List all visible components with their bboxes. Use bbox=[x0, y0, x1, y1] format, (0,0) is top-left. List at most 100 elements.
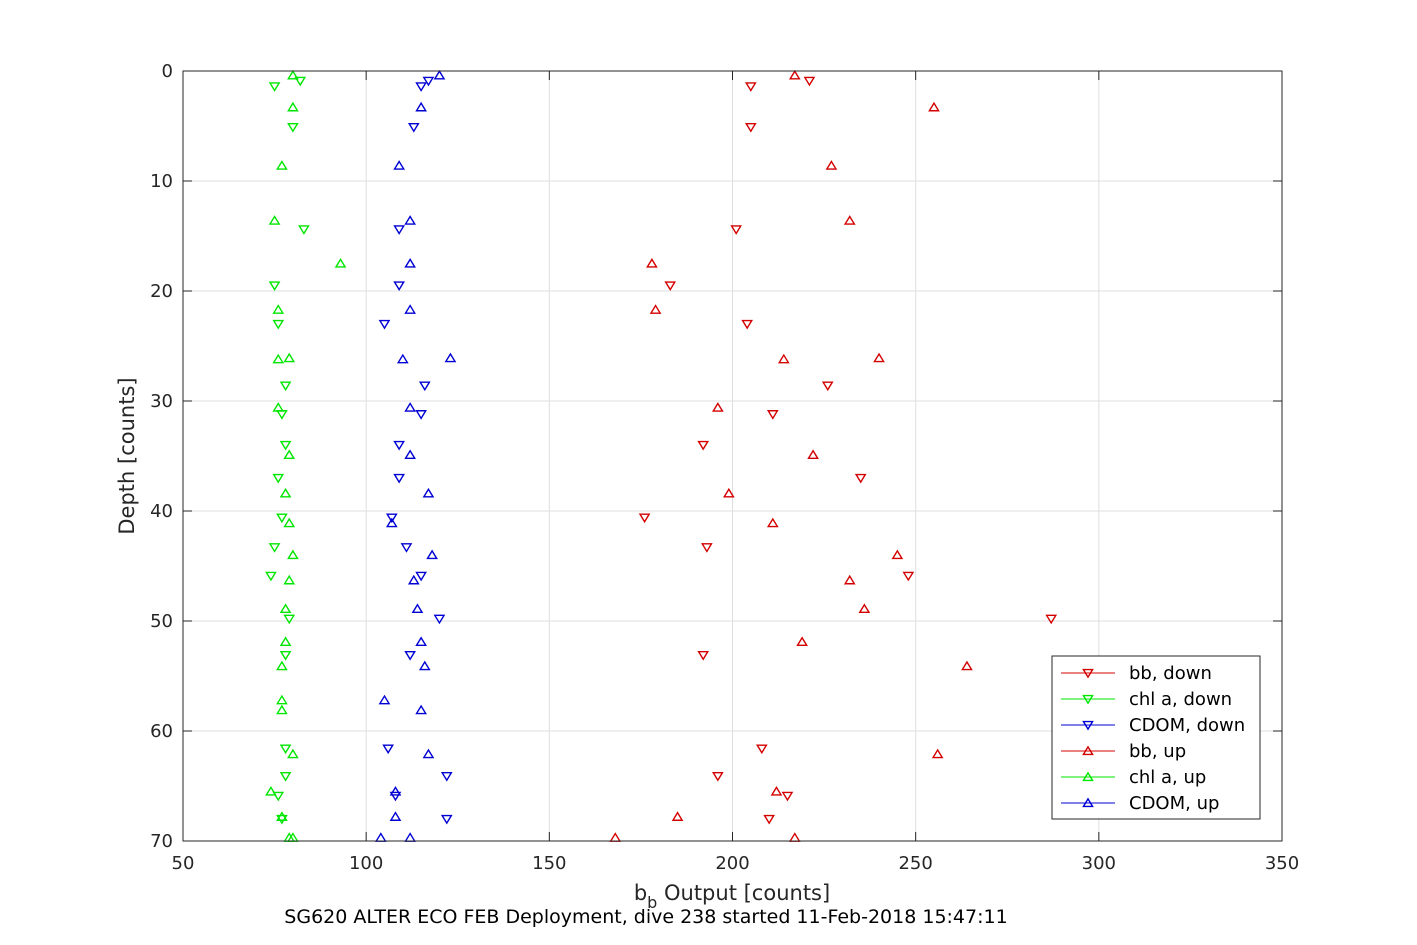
data-point-down bbox=[741, 319, 753, 330]
data-point-down bbox=[418, 381, 431, 392]
data-point-down bbox=[287, 122, 299, 133]
data-point-up bbox=[961, 660, 973, 671]
data-point-up bbox=[279, 487, 292, 498]
data-point-up bbox=[378, 694, 391, 705]
y-tick-label: 10 bbox=[150, 171, 173, 192]
data-point-down bbox=[272, 319, 285, 330]
data-point-down bbox=[378, 319, 391, 330]
data-point-down bbox=[393, 473, 405, 484]
data-point-up bbox=[712, 402, 724, 412]
data-point-down bbox=[744, 122, 757, 133]
legend: bb, down chl a, down CDOM, down bb, up chl a… bbox=[1051, 655, 1261, 820]
x-tick-label: 300 bbox=[1082, 853, 1116, 874]
data-point-up bbox=[404, 258, 416, 268]
data-point-down bbox=[272, 473, 285, 484]
data-point-up bbox=[276, 660, 288, 671]
data-point-down bbox=[298, 225, 310, 235]
data-point-down bbox=[265, 571, 277, 582]
data-point-down bbox=[385, 513, 398, 524]
x-axis-label: bb Output [counts] bbox=[634, 881, 830, 912]
legend-box bbox=[1051, 655, 1261, 820]
data-point-down bbox=[701, 543, 713, 553]
data-point-up bbox=[404, 449, 416, 460]
data-point-down bbox=[404, 650, 416, 661]
x-axis-label-subscript: b bbox=[647, 893, 657, 912]
data-point-down bbox=[268, 281, 281, 291]
data-point-down bbox=[283, 614, 296, 625]
y-tick-label: 60 bbox=[150, 721, 173, 742]
data-point-up bbox=[279, 603, 292, 614]
data-point-down bbox=[730, 225, 743, 235]
data-point-up bbox=[426, 549, 438, 560]
data-point-up bbox=[825, 160, 838, 170]
data-point-down bbox=[415, 82, 427, 92]
x-tick-label: 150 bbox=[532, 853, 566, 874]
x-tick-label: 50 bbox=[172, 853, 195, 874]
data-point-up bbox=[334, 258, 347, 268]
data-point-up bbox=[807, 449, 819, 460]
data-point-up bbox=[268, 215, 281, 225]
y-tick-label: 70 bbox=[150, 831, 173, 852]
data-point-up bbox=[722, 487, 735, 498]
data-point-up bbox=[444, 352, 457, 363]
data-point-down bbox=[272, 791, 285, 802]
chart-caption: SG620 ALTER ECO FEB Deployment, dive 238… bbox=[284, 906, 1007, 928]
data-point-up bbox=[766, 517, 779, 528]
data-point-up bbox=[283, 517, 296, 528]
data-point-down bbox=[400, 543, 413, 553]
data-point-up bbox=[671, 811, 684, 821]
data-point-up bbox=[422, 487, 435, 498]
data-point-up bbox=[283, 449, 296, 460]
data-point-down bbox=[407, 122, 420, 133]
data-point-up bbox=[646, 258, 658, 268]
data-point-up bbox=[279, 636, 292, 647]
data-point-up bbox=[276, 694, 288, 705]
legend-marker bbox=[1082, 720, 1094, 731]
data-point-down bbox=[1045, 614, 1058, 625]
data-point-down bbox=[279, 440, 292, 451]
data-point-up bbox=[396, 353, 409, 364]
series-1 bbox=[265, 76, 310, 825]
data-point-down bbox=[763, 814, 775, 825]
legend-label: CDOM, up bbox=[1129, 793, 1219, 814]
data-point-up bbox=[415, 704, 427, 715]
data-point-up bbox=[287, 101, 299, 112]
legend-label: chl a, up bbox=[1129, 767, 1206, 788]
data-point-up bbox=[287, 69, 299, 80]
data-point-up bbox=[385, 517, 398, 528]
data-point-up bbox=[873, 352, 885, 363]
y-tick-label: 30 bbox=[150, 391, 173, 412]
data-point-down bbox=[382, 744, 394, 755]
legend-label: bb, up bbox=[1129, 741, 1186, 762]
data-point-up bbox=[404, 215, 416, 225]
series-0 bbox=[638, 76, 1058, 825]
data-point-up bbox=[389, 811, 402, 821]
data-point-up bbox=[276, 811, 288, 821]
y-tick-label: 40 bbox=[150, 501, 173, 522]
data-point-down bbox=[854, 473, 867, 484]
data-point-up bbox=[422, 748, 435, 759]
data-point-up bbox=[928, 101, 940, 112]
data-point-up bbox=[788, 69, 801, 80]
legend-marker bbox=[1082, 797, 1094, 808]
x-tick-label: 250 bbox=[898, 853, 932, 874]
data-point-up bbox=[272, 353, 285, 364]
data-point-down bbox=[803, 76, 816, 87]
series-2 bbox=[378, 76, 453, 825]
data-point-down bbox=[440, 814, 453, 825]
legend-label: bb, down bbox=[1129, 663, 1212, 684]
data-point-up bbox=[272, 402, 285, 412]
data-point-down bbox=[268, 82, 281, 92]
data-point-up bbox=[415, 101, 427, 112]
series-3 bbox=[609, 69, 973, 842]
legend-marker bbox=[1082, 694, 1094, 705]
data-point-up bbox=[796, 636, 808, 647]
data-point-up bbox=[415, 636, 427, 647]
data-point-up bbox=[393, 160, 405, 170]
data-point-up bbox=[931, 748, 944, 759]
data-point-up bbox=[411, 603, 424, 614]
data-point-down bbox=[902, 571, 915, 582]
data-point-up bbox=[276, 704, 288, 715]
data-point-down bbox=[276, 513, 288, 524]
data-point-up bbox=[843, 215, 856, 225]
